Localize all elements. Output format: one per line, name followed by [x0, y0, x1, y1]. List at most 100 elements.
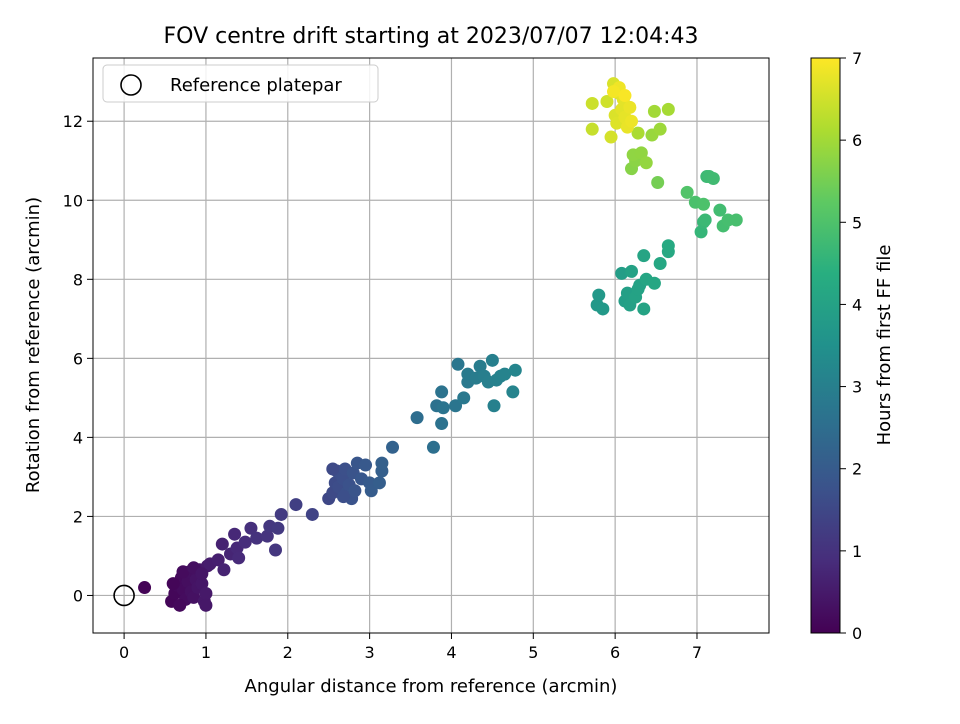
y-tick-label: 2	[73, 507, 83, 526]
data-point	[729, 213, 743, 227]
data-point	[651, 175, 665, 189]
data-point	[271, 521, 285, 535]
data-point	[250, 531, 264, 545]
x-tick-label: 6	[610, 643, 620, 662]
data-point	[607, 85, 621, 99]
colorbar-tick-label: 5	[852, 213, 862, 232]
colorbar-tick-label: 3	[852, 378, 862, 397]
reference-point-marker	[113, 584, 135, 607]
data-point	[386, 440, 400, 454]
data-points	[113, 77, 743, 612]
data-point	[631, 126, 645, 140]
x-tick-label: 4	[446, 643, 456, 662]
x-tick-label: 0	[119, 643, 129, 662]
data-point	[639, 156, 653, 170]
data-point	[592, 288, 606, 302]
colorbar-tick-label: 7	[852, 49, 862, 68]
y-axis-ticks: 0 2 4 6 8 10 12	[63, 112, 93, 605]
data-point	[647, 104, 661, 118]
data-point	[457, 391, 471, 405]
data-point	[260, 529, 274, 543]
colorbar-tick-label: 4	[852, 295, 862, 314]
data-point	[625, 114, 639, 128]
data-point	[211, 553, 225, 567]
x-tick-label: 3	[365, 643, 375, 662]
data-point	[269, 543, 283, 557]
colorbar: 0 1 2 3 4 5 6 7 Hours from first FF file	[810, 49, 895, 643]
data-point	[637, 249, 651, 263]
data-point	[449, 399, 463, 413]
data-point	[653, 256, 667, 270]
colorbar-tick-label: 1	[852, 542, 862, 561]
plot-frame	[92, 57, 770, 634]
data-point	[487, 399, 501, 413]
y-tick-label: 4	[73, 428, 83, 447]
data-point	[173, 598, 187, 612]
data-point	[215, 537, 229, 551]
legend-label-reference: Reference platepar	[170, 75, 342, 96]
data-point	[451, 357, 465, 371]
data-point	[600, 94, 614, 108]
legend: Reference platepar	[102, 64, 379, 103]
data-point	[274, 507, 288, 521]
data-point	[661, 102, 675, 116]
data-point	[647, 276, 661, 290]
data-point	[195, 577, 209, 591]
x-tick-label: 5	[528, 643, 538, 662]
data-point	[228, 527, 242, 541]
data-point	[372, 476, 386, 490]
colorbar-tick-label: 0	[852, 624, 862, 643]
data-point	[508, 363, 522, 377]
data-point	[698, 213, 712, 227]
chart-title: FOV centre drift starting at 2023/07/07 …	[164, 24, 699, 49]
data-point	[473, 359, 487, 373]
data-point	[238, 535, 252, 549]
data-point	[289, 498, 303, 512]
data-point	[410, 411, 424, 425]
data-point	[706, 172, 720, 186]
data-point	[426, 440, 440, 454]
data-point	[506, 385, 520, 399]
data-point	[199, 586, 213, 600]
y-tick-label: 8	[73, 270, 83, 289]
colorbar-tick-label: 6	[852, 131, 862, 150]
data-point	[359, 458, 373, 472]
data-point	[634, 146, 648, 160]
data-point	[631, 282, 645, 296]
colorbar-ticks: 0 1 2 3 4 5 6 7	[840, 49, 862, 643]
data-point	[653, 122, 667, 136]
data-point	[176, 565, 190, 579]
data-point	[195, 567, 209, 581]
data-point	[326, 462, 340, 476]
data-point	[625, 264, 639, 278]
data-point	[244, 521, 258, 535]
data-point	[305, 507, 319, 521]
y-tick-label: 0	[73, 586, 83, 605]
y-axis-label: Rotation from reference (arcmin)	[23, 197, 44, 493]
y-tick-label: 12	[63, 112, 83, 131]
data-point	[498, 367, 512, 381]
x-tick-label: 7	[692, 643, 702, 662]
data-point	[623, 100, 637, 114]
grid-lines	[93, 58, 769, 633]
data-point	[661, 239, 675, 253]
data-point	[435, 417, 449, 431]
data-point	[436, 401, 450, 415]
data-point	[615, 266, 629, 280]
data-point	[336, 490, 350, 504]
legend-box	[102, 64, 379, 103]
x-tick-label: 1	[201, 643, 211, 662]
y-tick-label: 10	[63, 191, 83, 210]
legend-marker-reference	[120, 74, 142, 96]
data-point	[199, 598, 213, 612]
colorbar-label: Hours from first FF file	[874, 245, 895, 446]
data-point	[485, 353, 499, 367]
data-point	[697, 197, 711, 211]
x-tick-label: 2	[283, 643, 293, 662]
data-point	[604, 130, 618, 144]
data-point	[618, 89, 632, 103]
colorbar-tick-label: 2	[852, 460, 862, 479]
data-point	[138, 581, 152, 595]
